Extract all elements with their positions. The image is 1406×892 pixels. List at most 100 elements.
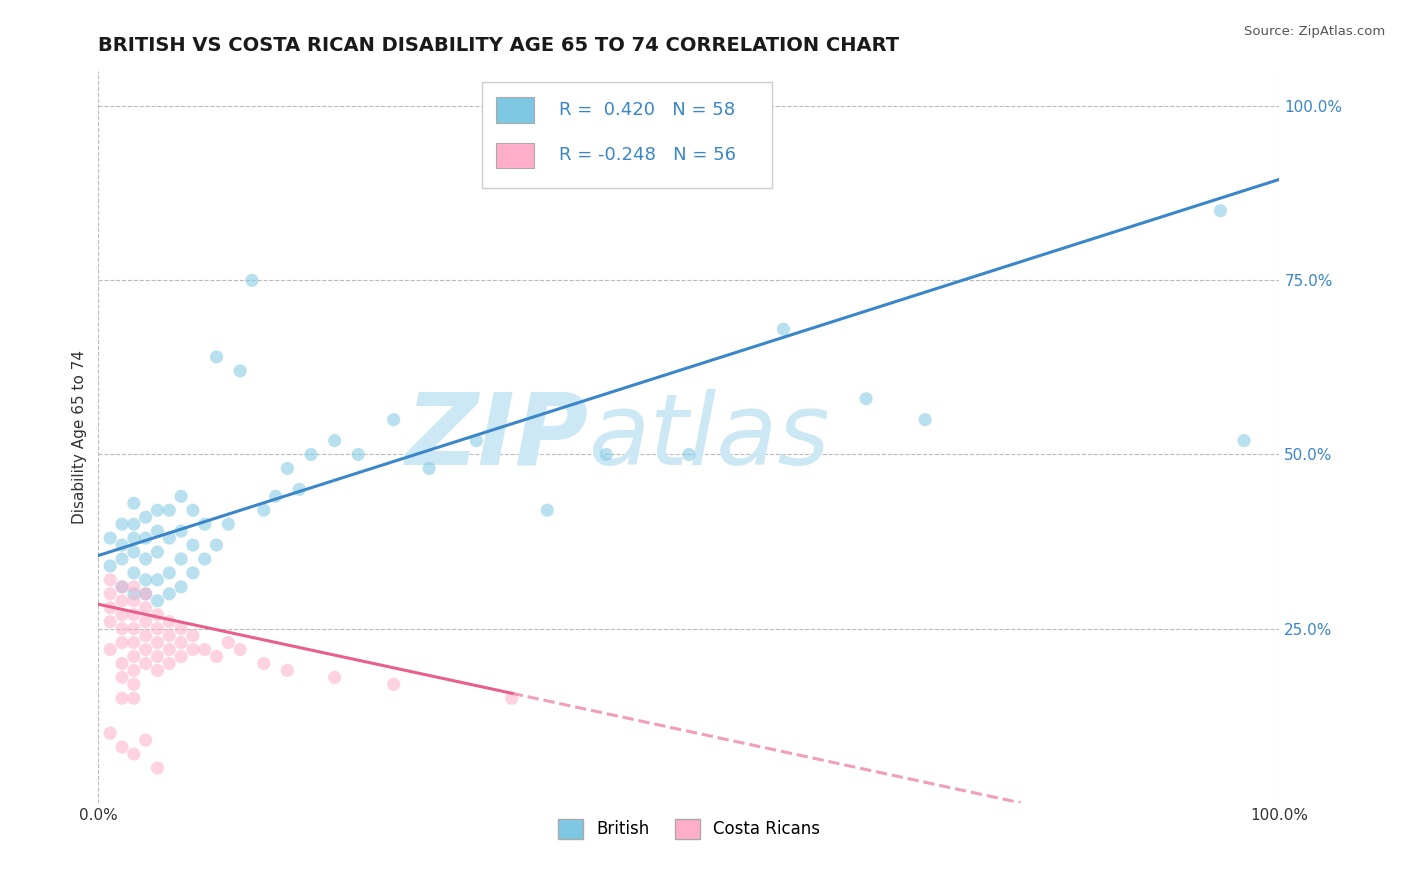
Point bbox=[111, 517, 134, 532]
Point bbox=[146, 761, 169, 775]
Point bbox=[181, 642, 204, 657]
Point bbox=[98, 726, 121, 740]
Point bbox=[240, 273, 263, 287]
Point bbox=[135, 587, 157, 601]
Point bbox=[157, 615, 180, 629]
Point bbox=[135, 510, 157, 524]
Point bbox=[264, 489, 287, 503]
Point bbox=[146, 649, 169, 664]
Point bbox=[111, 580, 134, 594]
Point bbox=[855, 392, 877, 406]
Point bbox=[678, 448, 700, 462]
Point bbox=[111, 670, 134, 684]
Point bbox=[122, 587, 145, 601]
Point bbox=[170, 635, 193, 649]
Point bbox=[217, 517, 239, 532]
Point bbox=[98, 615, 121, 629]
Point bbox=[111, 580, 134, 594]
Point bbox=[135, 531, 157, 545]
FancyBboxPatch shape bbox=[496, 97, 534, 123]
Point bbox=[122, 517, 145, 532]
Point bbox=[299, 448, 322, 462]
Point bbox=[157, 531, 180, 545]
Text: R =  0.420   N = 58: R = 0.420 N = 58 bbox=[560, 101, 735, 120]
Point bbox=[194, 517, 217, 532]
Point bbox=[772, 322, 794, 336]
Point bbox=[122, 649, 145, 664]
Point bbox=[323, 670, 346, 684]
Point bbox=[323, 434, 346, 448]
Point bbox=[170, 489, 193, 503]
Point bbox=[122, 545, 145, 559]
Point bbox=[122, 531, 145, 545]
Point bbox=[382, 677, 405, 691]
Point bbox=[111, 635, 134, 649]
Point bbox=[122, 635, 145, 649]
Point bbox=[229, 642, 252, 657]
Point bbox=[122, 747, 145, 761]
Point bbox=[146, 524, 169, 538]
Point bbox=[122, 580, 145, 594]
Point bbox=[170, 649, 193, 664]
Point bbox=[111, 552, 134, 566]
Point bbox=[194, 552, 217, 566]
Point bbox=[253, 657, 276, 671]
Point bbox=[135, 573, 157, 587]
FancyBboxPatch shape bbox=[482, 82, 772, 188]
Text: R = -0.248   N = 56: R = -0.248 N = 56 bbox=[560, 146, 735, 164]
Point bbox=[146, 594, 169, 608]
Point bbox=[111, 538, 134, 552]
Point bbox=[122, 677, 145, 691]
Point bbox=[122, 691, 145, 706]
Point bbox=[98, 558, 121, 573]
Point bbox=[111, 691, 134, 706]
Y-axis label: Disability Age 65 to 74: Disability Age 65 to 74 bbox=[72, 350, 87, 524]
Point bbox=[122, 664, 145, 678]
Point bbox=[98, 587, 121, 601]
Point bbox=[914, 412, 936, 426]
Point bbox=[98, 531, 121, 545]
Point bbox=[135, 615, 157, 629]
Point bbox=[205, 649, 228, 664]
Point bbox=[181, 538, 204, 552]
Text: Source: ZipAtlas.com: Source: ZipAtlas.com bbox=[1244, 25, 1385, 38]
Text: atlas: atlas bbox=[589, 389, 830, 485]
Point bbox=[347, 448, 370, 462]
Point bbox=[465, 434, 488, 448]
Point bbox=[181, 566, 204, 580]
Point bbox=[181, 629, 204, 643]
Point bbox=[253, 503, 276, 517]
Point bbox=[194, 642, 217, 657]
Point bbox=[122, 607, 145, 622]
Point bbox=[135, 552, 157, 566]
Point bbox=[205, 538, 228, 552]
Point bbox=[276, 461, 298, 475]
Point bbox=[135, 600, 157, 615]
Legend: British, Costa Ricans: British, Costa Ricans bbox=[551, 812, 827, 846]
Point bbox=[111, 607, 134, 622]
Point bbox=[135, 587, 157, 601]
Point bbox=[170, 580, 193, 594]
Point bbox=[146, 573, 169, 587]
Point bbox=[229, 364, 252, 378]
Point bbox=[170, 552, 193, 566]
Point bbox=[288, 483, 311, 497]
Point bbox=[157, 629, 180, 643]
Point bbox=[146, 622, 169, 636]
Point bbox=[111, 594, 134, 608]
Point bbox=[382, 412, 405, 426]
Point bbox=[135, 642, 157, 657]
Point bbox=[135, 733, 157, 747]
Point bbox=[276, 664, 298, 678]
Point bbox=[146, 664, 169, 678]
Point bbox=[157, 587, 180, 601]
Point bbox=[1233, 434, 1256, 448]
Point bbox=[170, 524, 193, 538]
Point bbox=[146, 545, 169, 559]
Point bbox=[157, 657, 180, 671]
Text: BRITISH VS COSTA RICAN DISABILITY AGE 65 TO 74 CORRELATION CHART: BRITISH VS COSTA RICAN DISABILITY AGE 65… bbox=[98, 36, 900, 54]
Point bbox=[157, 566, 180, 580]
Point bbox=[122, 594, 145, 608]
Point bbox=[157, 642, 180, 657]
Point bbox=[135, 657, 157, 671]
